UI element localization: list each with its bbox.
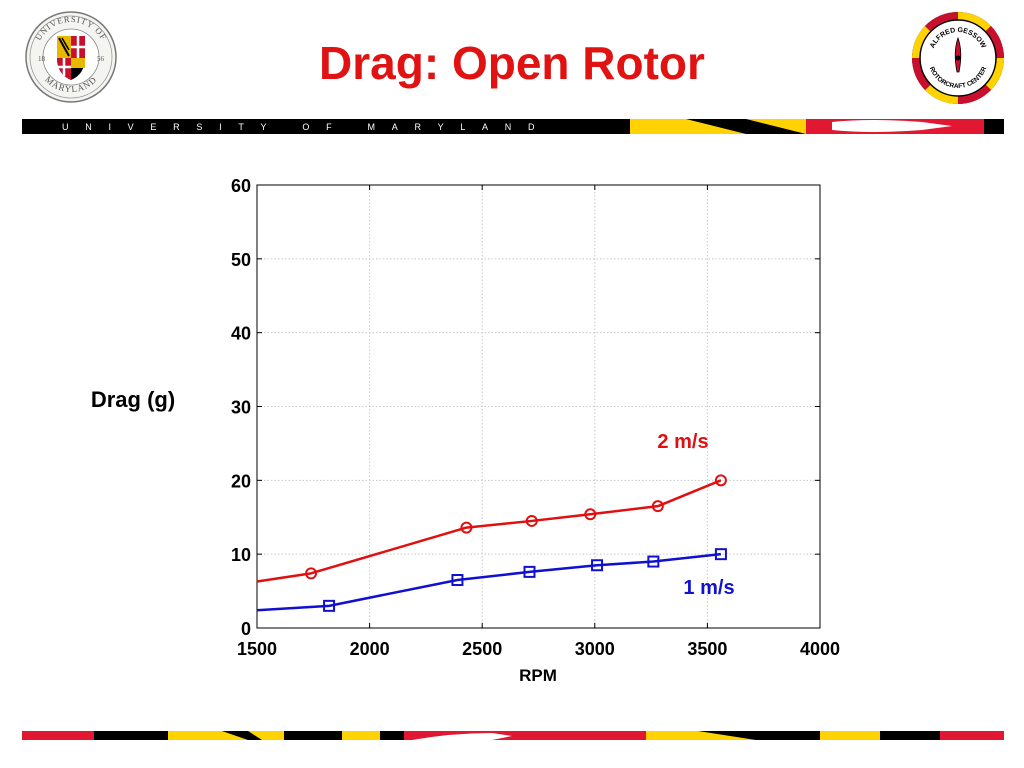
y-tick-label: 60 (231, 176, 251, 196)
data-point-2-m-s (525, 514, 538, 527)
y-tick-label: 50 (231, 250, 251, 270)
y-tick-label: 20 (231, 471, 251, 491)
rotorcraft-center-logo: ALFRED GESSOW ROTORCRAFT CENTER (912, 12, 1004, 104)
x-tick-label: 2500 (462, 639, 502, 659)
x-tick-label: 3500 (687, 639, 727, 659)
chart-ticks: 1500 2000 2500 3000 3500 4000 0 10 20 30 40 50 60 (231, 176, 840, 659)
data-point-1-m-s (451, 574, 464, 587)
data-point-1-m-s (647, 555, 660, 568)
series-line-2-m-s (256, 479, 722, 583)
data-point-1-m-s (523, 565, 536, 578)
data-point-2-m-s (305, 567, 318, 580)
x-tick-label: 3000 (575, 639, 615, 659)
chart-series (256, 474, 727, 612)
series-line-1-m-s (256, 552, 722, 612)
y-tick-label: 10 (231, 545, 251, 565)
data-point-1-m-s (714, 548, 727, 561)
slide-title: Drag: Open Rotor (319, 37, 705, 89)
seal-year-left: 18 (38, 55, 46, 63)
data-point-2-m-s (584, 508, 597, 521)
data-point-2-m-s (714, 474, 727, 487)
y-tick-label: 30 (231, 398, 251, 418)
y-tick-label: 0 (241, 619, 251, 639)
y-axis-label: Drag (g) (91, 387, 175, 412)
chart-grid (257, 185, 820, 628)
data-point-1-m-s (323, 599, 336, 612)
rotor-blade-icon (954, 36, 962, 73)
x-tick-label: 2000 (350, 639, 390, 659)
y-tick-label: 40 (231, 324, 251, 344)
footer-banner (22, 731, 1004, 740)
data-point-2-m-s (651, 500, 664, 513)
seal-year-right: 56 (97, 55, 105, 63)
x-tick-label: 4000 (800, 639, 840, 659)
university-seal-logo: UNIVERSITY OF MARYLAND 18 56 (25, 11, 117, 103)
x-axis-label: RPM (519, 666, 557, 685)
x-tick-label: 1500 (237, 639, 277, 659)
maryland-shield-icon (57, 36, 85, 80)
data-point-1-m-s (591, 559, 604, 572)
series-label-1ms: 1 m/s (683, 577, 734, 599)
banner-university-text: UNIVERSITY OF MARYLAND (62, 122, 552, 132)
data-point-2-m-s (460, 521, 473, 534)
series-label-2ms: 2 m/s (657, 431, 708, 453)
header-banner: UNIVERSITY OF MARYLAND (22, 119, 1004, 134)
